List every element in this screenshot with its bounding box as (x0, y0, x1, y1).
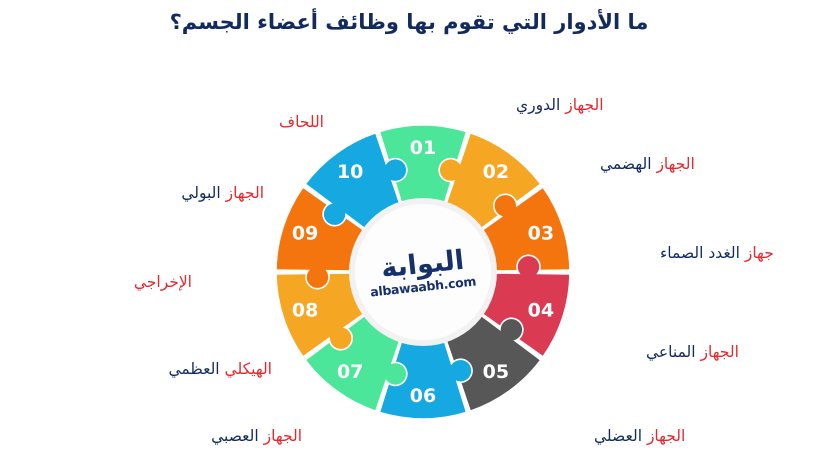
segment-number-09: 09 (292, 223, 318, 245)
segment-number-07: 07 (337, 361, 363, 383)
callout-label-04: الجهاز المناعي (646, 343, 739, 361)
segment-number-10: 10 (337, 161, 363, 183)
segment-number-01: 01 (410, 137, 436, 159)
segment-number-06: 06 (410, 385, 436, 407)
segment-number-02: 02 (483, 161, 509, 183)
callout-label-02: الجهاز الهضمي (600, 155, 695, 173)
segment-number-08: 08 (292, 299, 318, 321)
callout-keyword: الجهاز (656, 155, 695, 173)
callout-detail: الغدد الصماء (660, 244, 745, 262)
callout-detail: العصبي (211, 427, 264, 445)
segment-number-05: 05 (483, 361, 509, 383)
segment-number-03: 03 (528, 223, 554, 245)
callout-keyword: الجهاز (263, 427, 302, 445)
callout-keyword: الإخراجي (133, 273, 192, 291)
callout-detail: المناعي (646, 343, 701, 361)
segment-number-04: 04 (528, 299, 554, 321)
callout-keyword: الجهاز (565, 96, 604, 114)
callout-detail: الهضمي (600, 155, 657, 173)
callout-label-08: الإخراجي (130, 273, 192, 291)
callout-keyword: جهاز (744, 244, 774, 262)
callout-detail: البولي (181, 184, 226, 202)
callout-keyword: الجهاز (700, 343, 739, 361)
callout-label-07: الهيكلي العظمي (104, 360, 273, 378)
callout-label-01: الجهاز الدوري (516, 96, 604, 114)
callout-detail: العضلي (594, 427, 647, 445)
callout-keyword: الجهاز (646, 427, 686, 445)
puzzle-wheel-svg: 01 02 03 04 05 06 07 08 09 10 (275, 124, 571, 420)
page-title: ما الأدوار التي تقوم بها وظائف أعضاء الج… (169, 10, 649, 34)
callout-keyword: اللحاف (279, 113, 324, 131)
callout-label-06: الجهاز العصبي (178, 427, 302, 445)
puzzle-wheel: 01 02 03 04 05 06 07 08 09 10 البوابة albawaabh.c… (275, 124, 571, 420)
center-logo: البوابة albawaabh.com (355, 204, 491, 340)
callout-detail: الدوري (516, 96, 566, 114)
callout-label-09: الجهاز البولي (148, 184, 264, 202)
puzzle-segment-10[interactable] (304, 131, 408, 232)
callout-keyword: الهيكلي (224, 360, 272, 378)
callout-detail: العظمي (168, 360, 225, 378)
callout-keyword: الجهاز (225, 184, 264, 202)
callout-label-03: جهاز الغدد الصماء (660, 244, 774, 262)
callout-label-10: اللحاف (258, 113, 324, 131)
callout-label-05: الجهاز العضلي (594, 427, 686, 445)
